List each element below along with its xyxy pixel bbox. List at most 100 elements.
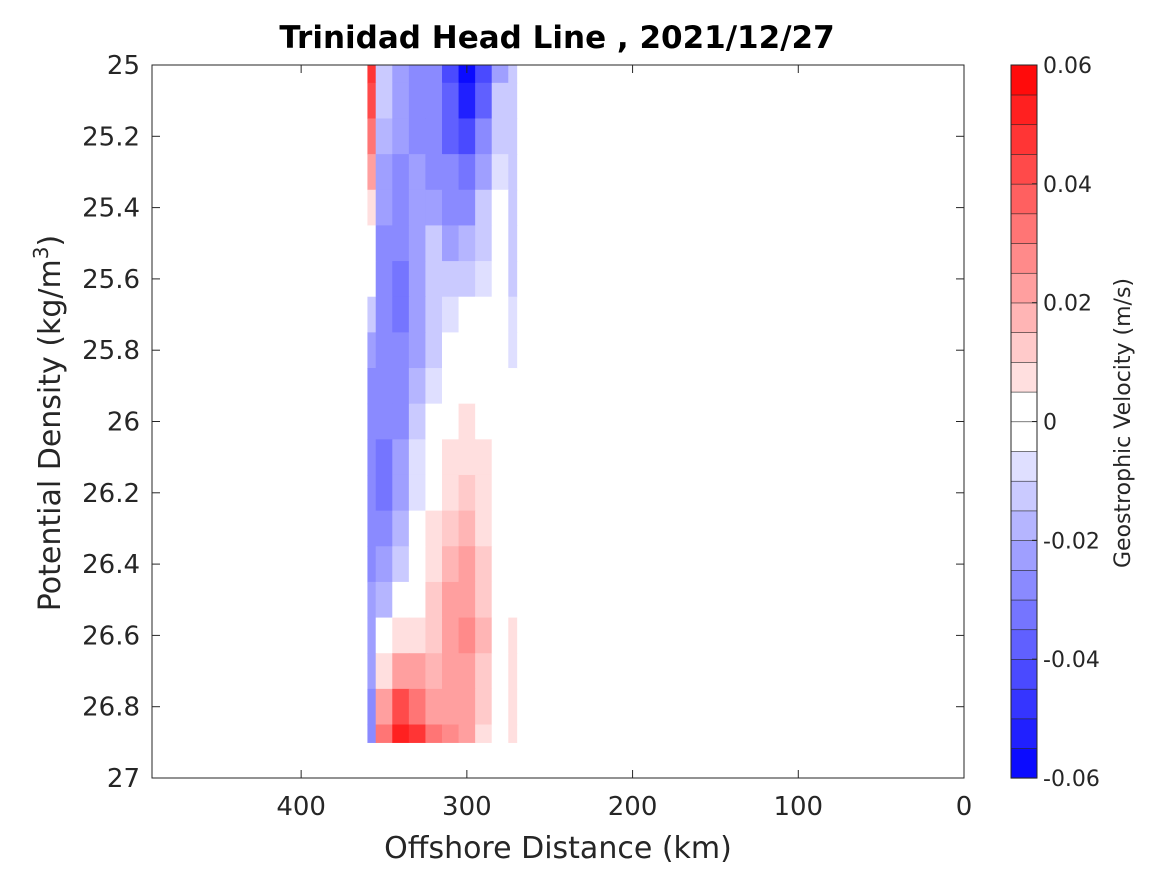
contour-cell xyxy=(475,439,493,476)
contour-cell xyxy=(491,261,509,298)
contour-cell xyxy=(425,439,443,476)
contour-cell xyxy=(475,225,493,262)
colorbar-tick-label: -0.02 xyxy=(1043,529,1100,554)
contour-cell xyxy=(508,65,518,84)
colorbar-step xyxy=(1010,361,1038,393)
contour-cell xyxy=(392,474,410,512)
contour-cell xyxy=(458,154,476,191)
y-tick-label: 27 xyxy=(107,764,140,794)
contour-cell xyxy=(458,225,476,262)
colorbar-step xyxy=(1010,302,1038,333)
contour-cell xyxy=(425,332,443,369)
plot-background xyxy=(152,65,964,778)
contour-cell xyxy=(442,617,460,654)
x-tick-label: 0 xyxy=(956,792,973,822)
contour-cell xyxy=(408,653,427,690)
contour-cell xyxy=(425,510,443,547)
contour-cell xyxy=(392,225,410,262)
contour-cell xyxy=(475,617,493,654)
contour-cell xyxy=(442,368,460,405)
colorbar-tick-label: 0.04 xyxy=(1043,173,1092,198)
contour-cell xyxy=(408,118,427,155)
y-tick-label: 26 xyxy=(107,408,140,438)
contour-cell xyxy=(408,724,427,743)
contour-cell xyxy=(475,403,493,440)
contour-cell xyxy=(367,189,377,227)
contour-cell xyxy=(508,474,518,512)
contour-cell xyxy=(475,724,493,743)
contour-cell xyxy=(475,546,493,583)
colorbar-step xyxy=(1010,64,1038,96)
contour-cell xyxy=(425,617,443,654)
contour-cell xyxy=(367,118,377,155)
y-axis-label-close: ) xyxy=(33,235,68,247)
contour-cell xyxy=(508,617,518,654)
contour-cell xyxy=(367,617,377,654)
contour-cell xyxy=(458,82,476,120)
contour-cell xyxy=(491,403,509,440)
contour-cell xyxy=(458,688,476,726)
contour-cell xyxy=(508,82,518,120)
colorbar-step xyxy=(1010,480,1038,512)
colorbar-step xyxy=(1010,242,1038,274)
contour-cell xyxy=(425,296,443,333)
y-axis-ticks: 25 25.2 25.4 25.6 25.8 26 26.2 26.4 26.6 26.8 27 xyxy=(82,51,964,794)
contour-cell xyxy=(508,439,518,476)
contour-cell xyxy=(442,82,460,120)
contour-cell xyxy=(475,581,493,619)
contour-cell xyxy=(508,546,518,583)
contour-cell xyxy=(375,617,393,654)
contour-cell xyxy=(458,510,476,547)
contour-cell xyxy=(475,368,493,405)
contour-cell xyxy=(442,225,460,262)
contour-cell xyxy=(392,546,410,583)
colorbar-tick-label: 0.06 xyxy=(1043,54,1092,79)
contour-cell xyxy=(408,439,427,476)
contour-cell xyxy=(508,225,518,262)
contour-cell xyxy=(392,118,410,155)
contour-cell xyxy=(392,510,410,547)
y-axis-label-superscript: 3 xyxy=(29,246,53,259)
colorbar-step xyxy=(1010,629,1038,660)
contour-cell xyxy=(508,688,518,726)
contour-cell xyxy=(367,82,377,120)
contour-cell xyxy=(392,332,410,369)
contour-cell xyxy=(475,261,493,298)
contour-cell xyxy=(491,225,509,262)
colorbar-step xyxy=(1010,599,1038,631)
colorbar-step xyxy=(1010,391,1038,423)
contour-cell xyxy=(375,653,393,690)
colorbar-step xyxy=(1010,272,1038,304)
contour-cell xyxy=(375,474,393,512)
contour-cell xyxy=(508,296,518,333)
contour-cell xyxy=(375,439,393,476)
contour-cell xyxy=(367,368,377,405)
contour-cell xyxy=(442,510,460,547)
colorbar-step xyxy=(1010,688,1038,720)
contour-cell xyxy=(392,189,410,227)
contour-cell xyxy=(408,82,427,120)
y-tick-label: 25.6 xyxy=(82,265,140,295)
y-tick-label: 26.6 xyxy=(82,621,140,651)
contour-cell xyxy=(408,65,427,84)
y-axis-label: Potential Density (kg/m3) xyxy=(29,235,68,611)
contour-cell xyxy=(375,261,393,298)
contour-cell xyxy=(425,261,443,298)
contour-cell xyxy=(392,154,410,191)
contour-cell xyxy=(408,296,427,333)
contour-cell xyxy=(458,296,476,333)
contour-cell xyxy=(392,368,410,405)
contour-cell xyxy=(458,617,476,654)
contour-cell xyxy=(508,653,518,690)
contour-cell xyxy=(425,724,443,743)
contour-cell xyxy=(442,439,460,476)
contour-cell xyxy=(458,403,476,440)
contour-cell xyxy=(491,617,509,654)
contour-cell xyxy=(491,118,509,155)
contour-cell xyxy=(491,332,509,369)
colorbar-step xyxy=(1010,747,1038,779)
contour-cell xyxy=(367,154,377,191)
y-tick-label: 25.2 xyxy=(82,122,140,152)
colorbar-step xyxy=(1010,569,1038,601)
contour-cell xyxy=(425,65,443,84)
